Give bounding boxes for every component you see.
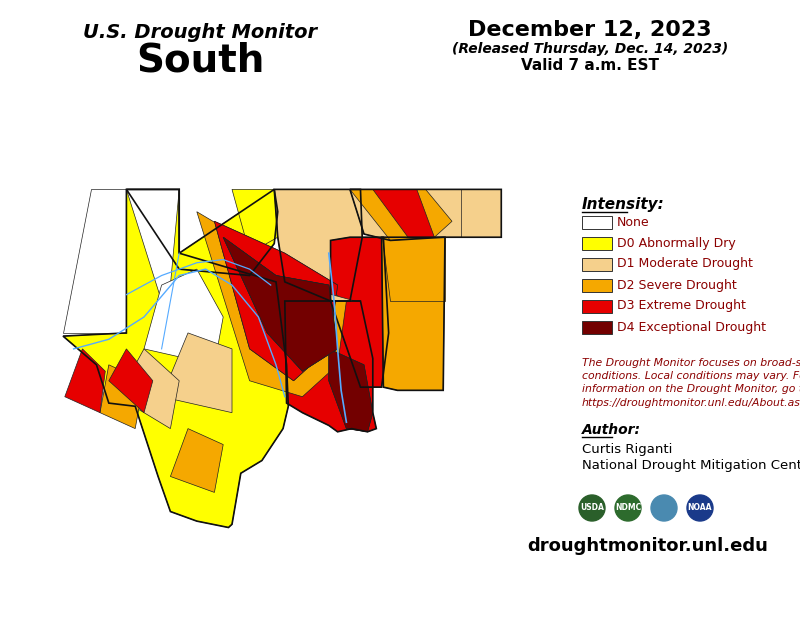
Bar	[582, 300, 612, 313]
Polygon shape	[461, 189, 502, 237]
Polygon shape	[223, 237, 338, 371]
Polygon shape	[232, 189, 278, 253]
Polygon shape	[170, 429, 223, 493]
Polygon shape	[197, 212, 346, 397]
Polygon shape	[329, 349, 373, 432]
Polygon shape	[329, 349, 373, 432]
Polygon shape	[109, 349, 153, 413]
Polygon shape	[330, 237, 389, 387]
Polygon shape	[63, 189, 288, 528]
Text: D2 Severe Drought: D2 Severe Drought	[617, 279, 737, 292]
Text: None: None	[617, 216, 650, 229]
Polygon shape	[144, 269, 223, 365]
Polygon shape	[223, 237, 338, 371]
Polygon shape	[382, 237, 445, 391]
Polygon shape	[274, 189, 362, 301]
Text: USDA: USDA	[580, 504, 604, 512]
Polygon shape	[285, 301, 376, 432]
Circle shape	[651, 495, 677, 521]
Polygon shape	[373, 189, 434, 237]
Text: NDMC: NDMC	[615, 504, 641, 512]
Text: D3 Extreme Drought: D3 Extreme Drought	[617, 300, 746, 313]
Polygon shape	[118, 349, 179, 429]
Polygon shape	[350, 189, 452, 240]
Polygon shape	[214, 221, 338, 381]
Text: The Drought Monitor focuses on broad-scale
conditions. Local conditions may vary: The Drought Monitor focuses on broad-sca…	[582, 358, 800, 408]
Polygon shape	[65, 349, 106, 413]
Text: D1 Moderate Drought: D1 Moderate Drought	[617, 258, 753, 271]
Text: D4 Exceptional Drought: D4 Exceptional Drought	[617, 321, 766, 334]
Text: (Released Thursday, Dec. 14, 2023): (Released Thursday, Dec. 14, 2023)	[452, 42, 728, 56]
Polygon shape	[223, 237, 338, 371]
Polygon shape	[126, 189, 179, 301]
Bar	[582, 321, 612, 334]
Polygon shape	[63, 189, 126, 333]
Polygon shape	[162, 333, 232, 413]
Text: U.S. Drought Monitor: U.S. Drought Monitor	[83, 23, 317, 43]
Bar	[582, 279, 612, 292]
Polygon shape	[382, 237, 445, 301]
Polygon shape	[100, 365, 144, 429]
Text: Author:: Author:	[582, 423, 641, 437]
Text: December 12, 2023: December 12, 2023	[468, 20, 712, 40]
Bar	[582, 237, 612, 250]
Text: NOAA: NOAA	[688, 504, 712, 512]
Polygon shape	[126, 189, 278, 276]
Bar	[582, 216, 612, 229]
Polygon shape	[350, 189, 502, 240]
Text: Valid 7 a.m. EST: Valid 7 a.m. EST	[521, 57, 659, 72]
Circle shape	[579, 495, 605, 521]
Text: Intensity:: Intensity:	[582, 198, 665, 213]
Text: Curtis Riganti: Curtis Riganti	[582, 444, 672, 457]
Bar	[582, 258, 612, 271]
Text: South: South	[136, 42, 264, 80]
Text: National Drought Mitigation Center: National Drought Mitigation Center	[582, 459, 800, 472]
Circle shape	[687, 495, 713, 521]
Polygon shape	[214, 221, 338, 381]
Polygon shape	[285, 282, 361, 301]
Text: droughtmonitor.unl.edu: droughtmonitor.unl.edu	[527, 537, 769, 555]
Text: D0 Abnormally Dry: D0 Abnormally Dry	[617, 237, 736, 250]
Circle shape	[615, 495, 641, 521]
